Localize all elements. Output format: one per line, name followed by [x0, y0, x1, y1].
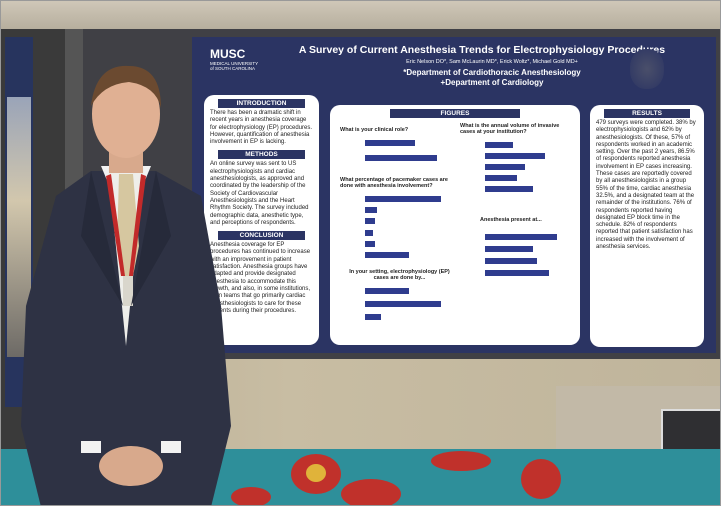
carpet-flower [231, 487, 271, 505]
poster-title: A Survey of Current Anesthesia Trends fo… [298, 44, 666, 56]
face [92, 70, 160, 158]
introduction-text: There has been a dramatic shift in recen… [210, 110, 313, 146]
results-heading: RESULTS [604, 109, 690, 118]
methods-heading: METHODS [218, 150, 305, 160]
figure-bar [365, 154, 437, 161]
results-panel: RESULTS 479 surveys were completed. 38% … [590, 105, 704, 347]
figure-bar [365, 241, 375, 247]
lanyard-right [129, 174, 146, 276]
figure-bar [365, 139, 415, 146]
figure-bar [485, 246, 533, 252]
badge [123, 276, 133, 306]
figure-q2-chart [460, 139, 570, 195]
lanyard-left [106, 174, 125, 276]
figure-bar [485, 152, 545, 159]
poster-dept1: *Department of Cardiothoracic Anesthesio… [403, 68, 581, 77]
figure-q3-title: What percentage of pacemaker cases are d… [340, 177, 448, 189]
left-column-panel: INTRODUCTION There has been a dramatic s… [204, 95, 319, 345]
poster-authors: Eric Nelson DO*, Sam McLaurin MD*, Erick… [406, 59, 578, 65]
figure-bar [485, 164, 525, 170]
introduction-heading: INTRODUCTION [218, 99, 305, 108]
poster-dept2: +Department of Cardiology [440, 78, 544, 87]
figure-bar [365, 313, 381, 320]
carpet-flower [521, 459, 561, 499]
results-text: 479 surveys were completed. 38% by elect… [596, 120, 696, 251]
methods-text: An online survey was sent to US electrop… [210, 161, 309, 226]
carpet-flower [431, 451, 491, 471]
hair [91, 65, 161, 108]
figure-q5-title: In your setting, electrophysiology (EP) … [349, 269, 450, 281]
figure-q5-chart [340, 285, 450, 323]
logo-line1: MEDICAL UNIVERSITY [210, 61, 259, 66]
lapel-right [131, 171, 171, 306]
figure-q1-chart [340, 135, 450, 165]
conclusion-heading: CONCLUSION [218, 231, 305, 241]
lapel-left [81, 171, 123, 306]
carpet-flower-center [306, 464, 326, 482]
musc-logo: MUSC MEDICAL UNIVERSITY of SOUTH CAROLIN… [210, 47, 274, 87]
figure-q4-title: Anesthesia present at... [480, 217, 542, 223]
figures-heading: FIGURES [390, 109, 520, 118]
figure-bar [485, 186, 533, 193]
person [21, 65, 231, 505]
carpet-flower [341, 479, 401, 505]
figure-bar [485, 258, 537, 264]
figure-bar [485, 234, 557, 240]
figure-bar [365, 195, 441, 202]
cuff-right [161, 441, 181, 453]
figure-bar [365, 301, 441, 307]
poster: MUSC MEDICAL UNIVERSITY of SOUTH CAROLIN… [192, 37, 716, 353]
conclusion-text: Anesthesia coverage for EP procedures ha… [210, 242, 311, 314]
figure-q4-chart [460, 231, 570, 279]
figure-bar [485, 270, 549, 276]
figure-bar [365, 288, 409, 295]
figure-q1-title: What is your clinical role? [340, 127, 409, 133]
figure-bar [485, 141, 513, 148]
logo-line2: of SOUTH CAROLINA [210, 66, 256, 71]
figure-bar [365, 218, 375, 225]
figure-q2-title: What is the annual volume of invasive ca… [460, 123, 560, 135]
logo-mark: MUSC [210, 47, 246, 61]
figure-bar [485, 175, 517, 182]
figure-q3-chart [340, 193, 450, 261]
ceiling [1, 1, 720, 31]
figure-bar [365, 207, 377, 213]
figure-bar [365, 229, 373, 236]
clasped-hands [99, 446, 163, 486]
figure-bar [365, 252, 409, 259]
figures-panel: FIGURES What is your clinical role? What… [330, 105, 580, 345]
heart-illustration [630, 49, 664, 89]
cuff-left [81, 441, 101, 453]
